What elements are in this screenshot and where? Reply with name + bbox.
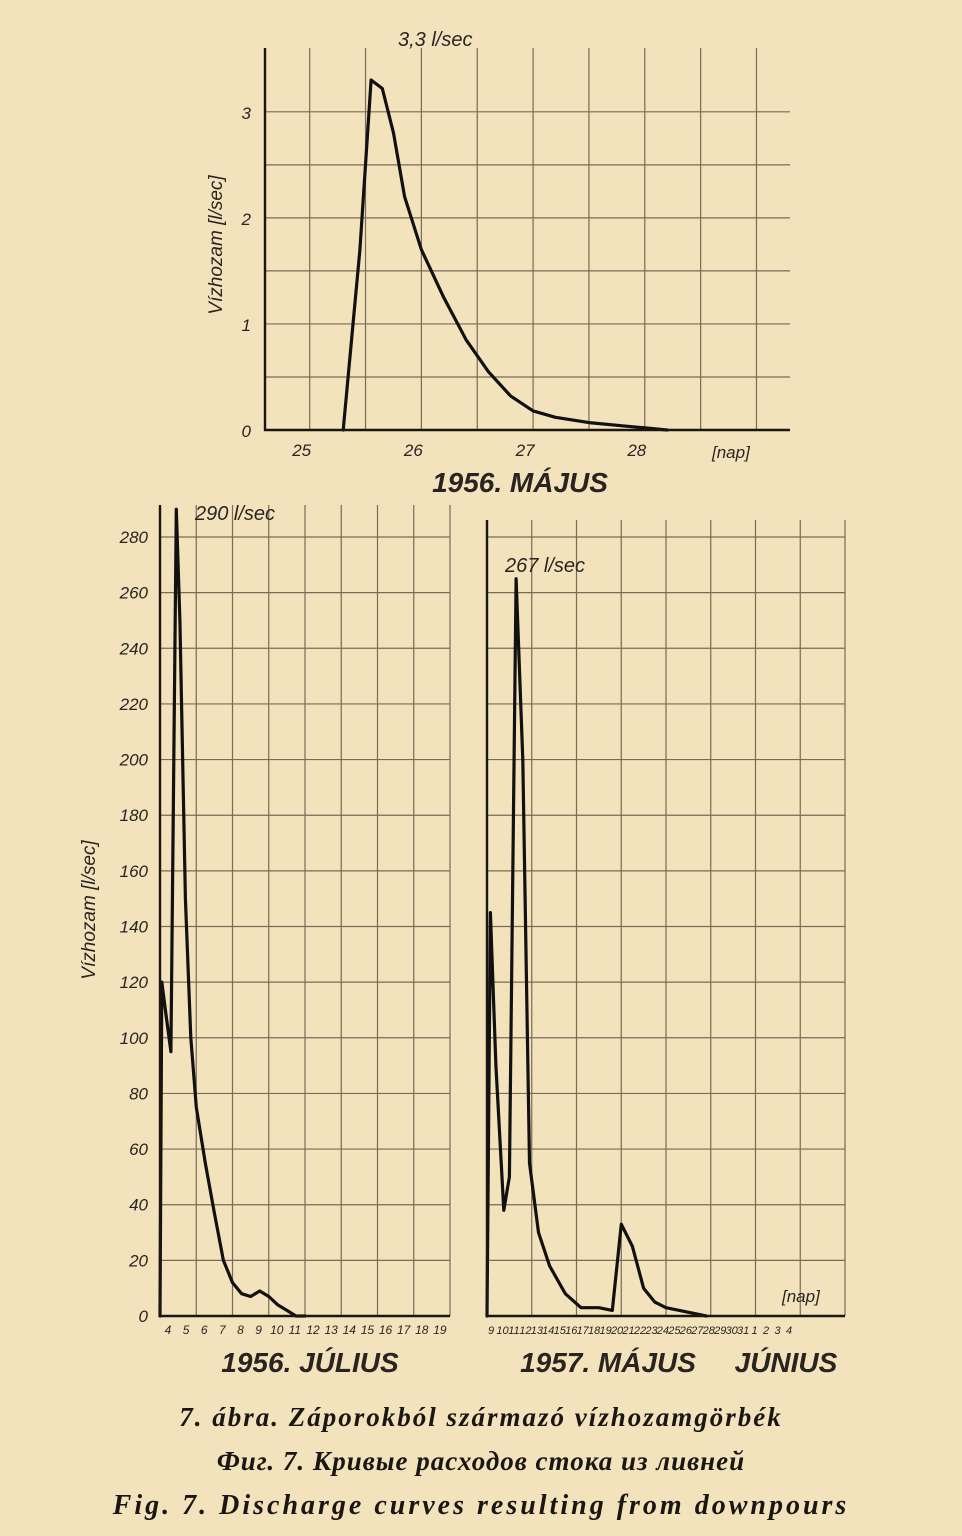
- y-tick-label: 280: [119, 528, 149, 547]
- x-tick-label: 18: [415, 1323, 429, 1337]
- x-tick-label: 16: [565, 1325, 578, 1337]
- y-tick-label: 60: [129, 1140, 148, 1159]
- y-tick-label: 160: [120, 862, 149, 881]
- x-tick-label: 23: [644, 1325, 658, 1337]
- chart-1957-majus-junius-x-ticks: 9 10 11 12 13 14 15 16 17 18 19 20 21 22 23 24 25 26 27 28 2…: [488, 1325, 792, 1337]
- y-tick-label: 240: [119, 639, 149, 658]
- y-tick-label: 220: [119, 695, 149, 714]
- chart-1956-majus-y-axis-label: Vízhozam [l/sec]: [206, 175, 227, 315]
- x-tick-label: 28: [626, 441, 646, 460]
- y-tick-label: 200: [119, 751, 149, 770]
- chart-1957-majus-title: 1957. MÁJUS: [520, 1347, 696, 1378]
- x-tick-label: 12: [519, 1325, 531, 1337]
- x-tick-label: 18: [588, 1325, 601, 1337]
- chart-1956-julius-discharge-curve: [158, 507, 307, 1318]
- caption-russian: Фиг. 7. Кривые расходов стока из ливней: [216, 1446, 746, 1476]
- x-tick-label: 29: [713, 1325, 726, 1337]
- x-tick-label: 25: [291, 441, 311, 460]
- x-tick-label: 4: [165, 1323, 172, 1337]
- x-tick-label: 15: [361, 1323, 375, 1337]
- y-tick-label: 2: [241, 210, 252, 229]
- y-tick-label: 0: [242, 422, 252, 441]
- x-tick-label: 13: [531, 1325, 544, 1337]
- chart-1957-majus-junius-discharge-curve: [485, 577, 708, 1318]
- chart-1956-majus-peak-label: 3,3 l/sec: [398, 29, 472, 51]
- x-tick-label: 6: [201, 1323, 208, 1337]
- x-tick-label: 1: [752, 1325, 758, 1337]
- chart-1957-majus-junius-x-unit: [nap]: [781, 1287, 821, 1306]
- x-tick-label: 27: [690, 1325, 704, 1337]
- x-tick-label: 11: [508, 1325, 519, 1337]
- x-tick-label: 4: [786, 1325, 792, 1337]
- x-tick-label: 25: [667, 1325, 681, 1337]
- caption-english: Fig. 7. Discharge curves resulting from …: [112, 1490, 850, 1521]
- x-tick-label: 21: [621, 1325, 634, 1337]
- x-tick-label: 19: [599, 1325, 611, 1337]
- x-tick-label: 12: [306, 1323, 320, 1337]
- y-tick-label: 140: [120, 918, 149, 937]
- y-tick-label: 260: [119, 584, 149, 603]
- x-tick-label: 26: [403, 441, 423, 460]
- chart-1956-julius-y-ticks: 0 20 40 60 80 100 120 140 160 180 200 220 240 260 280: [119, 528, 149, 1326]
- y-tick-label: 100: [120, 1029, 149, 1048]
- x-tick-label: 16: [379, 1323, 393, 1337]
- x-tick-label: 22: [633, 1325, 646, 1337]
- x-tick-label: 7: [219, 1323, 227, 1337]
- x-tick-label: 3: [774, 1325, 781, 1337]
- y-tick-label: 180: [120, 806, 149, 825]
- x-tick-label: 19: [433, 1323, 447, 1337]
- x-tick-label: 10: [270, 1323, 284, 1337]
- chart-1956-majus-y-ticks: 0 1 2 3: [241, 104, 252, 441]
- chart-1956-julius-x-ticks: 4 5 6 7 8 9 10 11 12 13 14 15 16 17 18 19: [165, 1323, 447, 1337]
- x-tick-label: 9: [255, 1323, 262, 1337]
- chart-1956-julius-y-axis-label: Vízhozam [l/sec]: [79, 840, 100, 980]
- x-tick-label: 14: [542, 1325, 554, 1337]
- chart-1956-julius-peak-label: 290 l/sec: [194, 503, 275, 525]
- chart-1956-julius: 020406080100120140160180200220240260280 …: [79, 503, 451, 1378]
- y-tick-label: 20: [128, 1251, 148, 1270]
- x-tick-label: 31: [737, 1325, 749, 1337]
- x-tick-label: 5: [183, 1323, 190, 1337]
- y-tick-label: 0: [139, 1307, 149, 1326]
- chart-1956-majus-grid: [265, 48, 790, 430]
- caption-hungarian: 7. ábra. Záporokból származó vízhozamgör…: [179, 1402, 783, 1432]
- chart-1957-junius-title: JÚNIUS: [735, 1347, 838, 1378]
- chart-1957-majus-junius-axes: [485, 520, 845, 1318]
- chart-1956-majus: 0 1 2 3 25 26 27 28 Vízhozam [l/sec] 3,3 l/sec…: [206, 29, 790, 498]
- chart-1957-majus-junius-peak-label: 267 l/sec: [504, 555, 585, 577]
- y-tick-label: 80: [129, 1084, 148, 1103]
- chart-1956-majus-title: 1956. MÁJUS: [432, 467, 608, 498]
- x-tick-label: 14: [343, 1323, 357, 1337]
- x-tick-label: 28: [702, 1325, 716, 1337]
- x-tick-label: 20: [610, 1325, 624, 1337]
- x-tick-label: 8: [237, 1323, 244, 1337]
- chart-1956-julius-title: 1956. JÚLIUS: [221, 1347, 399, 1378]
- x-tick-label: 9: [488, 1325, 494, 1337]
- x-tick-label: 17: [397, 1323, 412, 1337]
- x-tick-label: 30: [726, 1325, 739, 1337]
- x-tick-label: 11: [289, 1323, 301, 1337]
- chart-1956-majus-x-unit: [nap]: [711, 443, 751, 462]
- x-tick-label: 10: [496, 1325, 509, 1337]
- x-tick-label: 24: [656, 1325, 669, 1337]
- chart-1956-majus-x-ticks: 25 26 27 28: [291, 441, 647, 460]
- chart-1957-majus-junius-grid: [486, 520, 846, 1316]
- chart-1957-majus-junius: 9 10 11 12 13 14 15 16 17 18 19 20 21 22 23 24 25 26 27 28 2…: [485, 520, 846, 1378]
- x-tick-label: 27: [515, 441, 535, 460]
- y-tick-label: 40: [129, 1196, 148, 1215]
- chart-1956-julius-axes: [158, 505, 450, 1318]
- x-tick-label: 15: [554, 1325, 567, 1337]
- x-tick-label: 26: [679, 1325, 693, 1337]
- chart-1956-majus-discharge-curve: [341, 78, 669, 432]
- x-tick-label: 2: [762, 1325, 769, 1337]
- chart-1956-majus-axes: [263, 48, 790, 432]
- y-tick-label: 1: [242, 316, 251, 335]
- x-tick-label: 17: [577, 1325, 590, 1337]
- x-tick-label: 13: [324, 1323, 338, 1337]
- chart-1956-julius-grid: [159, 505, 451, 1316]
- y-tick-label: 120: [120, 973, 149, 992]
- y-tick-label: 3: [242, 104, 252, 123]
